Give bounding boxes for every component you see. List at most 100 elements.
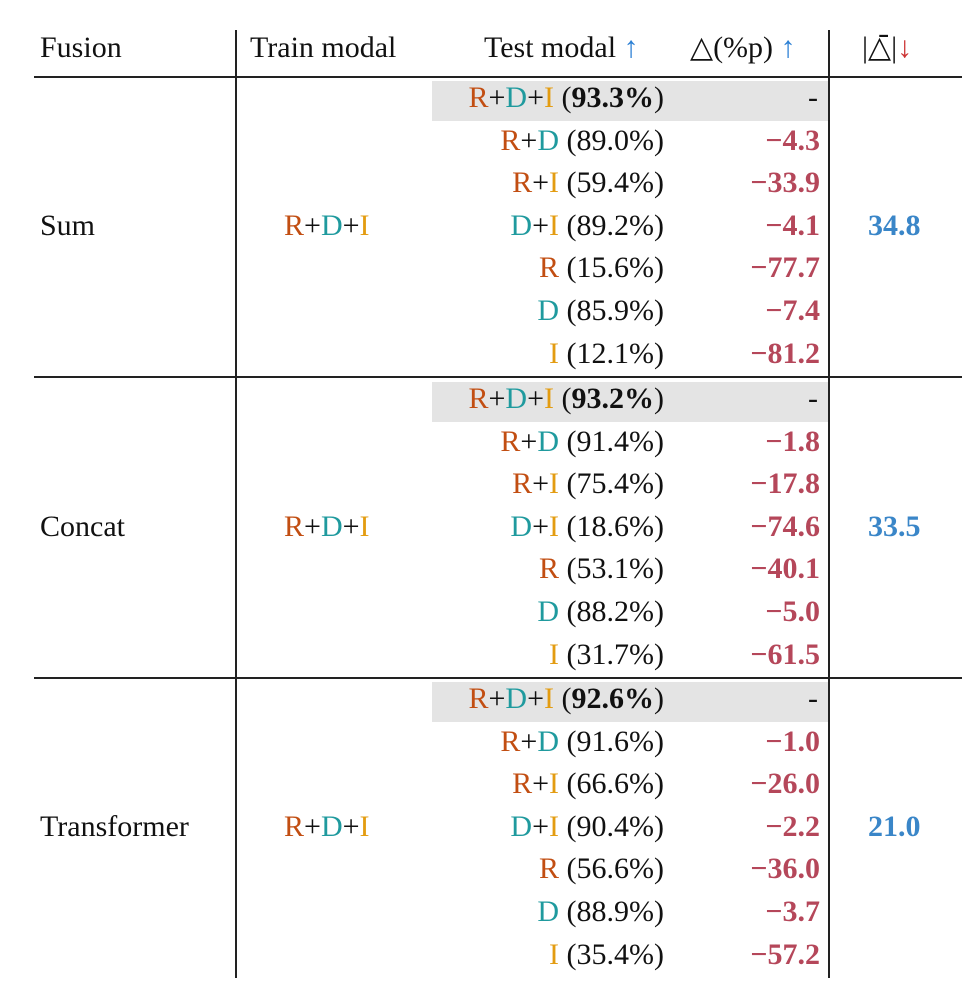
test-modal-cell: D (88.2%) [537,595,664,628]
accuracy-value: 12.1% [576,336,655,370]
test-modal-cell: D+I (90.4%) [510,809,664,843]
header-test-modal: Test modal ↑ [484,31,639,64]
accuracy-value: 75.4% [576,467,655,501]
test-modal-cell: R (53.1%) [538,552,664,586]
delta-value: −3.7 [765,895,820,928]
test-modal-cell: I (31.7%) [549,637,664,671]
modal-label: I [549,637,559,671]
delta-value: −4.3 [765,123,820,157]
accuracy-value: 92.6% [571,682,655,715]
modal-label: D [537,895,559,928]
highlight-row-bg [432,382,828,422]
modal-label: R [538,552,559,586]
column-divider [235,30,237,978]
modal-label: R+D+I [468,81,554,114]
accuracy-value: 31.7% [576,637,655,671]
test-modal-cell: R+D (89.0%) [500,123,664,157]
delta-value: −5.0 [765,595,820,628]
avg-delta-value: 34.8 [868,208,921,242]
fusion-label: Sum [40,208,96,242]
accuracy-value: 88.9% [576,895,655,928]
test-modal-cell: R (56.6%) [538,852,664,886]
delta-value: −1.8 [765,424,820,458]
group-divider [34,677,962,679]
train-modal: R+D+I [284,208,370,242]
modal-label: I [549,336,559,370]
modal-label: R+D+I [468,382,554,415]
delta-value: −40.1 [750,552,820,586]
header-rule [34,76,962,78]
modal-label: R+I [512,767,559,801]
test-modal-cell: R (15.6%) [538,251,664,285]
test-modal-cell: D (85.9%) [537,294,664,327]
header-fusion: Fusion [40,31,122,64]
header-avg-delta: |△̄|↓ [862,31,913,64]
accuracy-value: 35.4% [576,937,655,971]
delta-value: −81.2 [750,336,820,370]
modal-label: D [537,294,559,327]
modal-label: D+I [510,208,559,242]
modal-label: D [537,595,559,628]
accuracy-value: 66.6% [576,767,655,801]
accuracy-value: 93.2% [571,382,655,415]
delta-value: −77.7 [750,251,820,285]
accuracy-value: 15.6% [576,251,655,285]
highlight-row-bg [432,682,828,722]
column-divider [828,30,830,978]
delta-value: - [808,682,818,715]
delta-value: −2.2 [765,809,820,843]
test-modal-cell: R+D (91.4%) [500,424,664,458]
modal-label: D+I [510,509,559,543]
accuracy-value: 56.6% [576,852,655,886]
highlight-row-bg [432,81,828,121]
modal-label: D+I [510,809,559,843]
delta-value: −61.5 [750,637,820,671]
delta-value: −1.0 [765,724,820,758]
modal-label: R [538,251,559,285]
delta-value: −26.0 [750,767,820,801]
accuracy-value: 91.6% [576,724,655,758]
modal-label: R+I [512,467,559,501]
accuracy-value: 53.1% [576,552,655,586]
train-modal: R+D+I [284,809,370,843]
modal-label: R [538,852,559,886]
test-modal-cell: R+D+I (92.6%) [468,682,664,715]
modal-label: R+D [500,724,559,758]
test-modal-cell: D+I (89.2%) [510,208,664,242]
header-train-modal: Train modal [250,31,397,64]
accuracy-value: 85.9% [576,294,655,327]
delta-value: −33.9 [750,166,820,200]
delta-value: −7.4 [765,294,820,327]
accuracy-value: 90.4% [576,809,655,843]
header-delta: △(%p) ↑ [690,31,796,64]
accuracy-value: 93.3% [571,81,655,114]
test-modal-cell: I (12.1%) [549,336,664,370]
test-modal-cell: D (88.9%) [537,895,664,928]
fusion-label: Transformer [40,809,189,843]
accuracy-value: 89.2% [576,208,655,242]
test-modal-cell: R+I (66.6%) [512,767,664,801]
accuracy-value: 18.6% [576,509,655,543]
train-modal: R+D+I [284,509,370,543]
test-modal-cell: R+I (75.4%) [512,467,664,501]
accuracy-value: 59.4% [576,166,655,200]
modal-label: R+D [500,424,559,458]
avg-delta-value: 21.0 [868,809,921,843]
test-modal-cell: R+D+I (93.3%) [468,81,664,114]
delta-value: −36.0 [750,852,820,886]
up-arrow-icon: ↑ [623,31,639,64]
accuracy-value: 88.2% [576,595,655,628]
test-modal-cell: R+D+I (93.2%) [468,382,664,415]
delta-value: −74.6 [750,509,820,543]
test-modal-cell: I (35.4%) [549,937,664,971]
test-modal-cell: R+I (59.4%) [512,166,664,200]
down-arrow-icon: ↓ [897,31,913,64]
delta-value: −17.8 [750,467,820,501]
up-arrow-icon: ↑ [780,31,796,64]
fusion-label: Concat [40,509,125,543]
accuracy-value: 89.0% [576,123,655,157]
avg-delta-value: 33.5 [868,509,921,543]
delta-value: −4.1 [765,208,820,242]
test-modal-cell: R+D (91.6%) [500,724,664,758]
delta-value: - [808,81,818,114]
